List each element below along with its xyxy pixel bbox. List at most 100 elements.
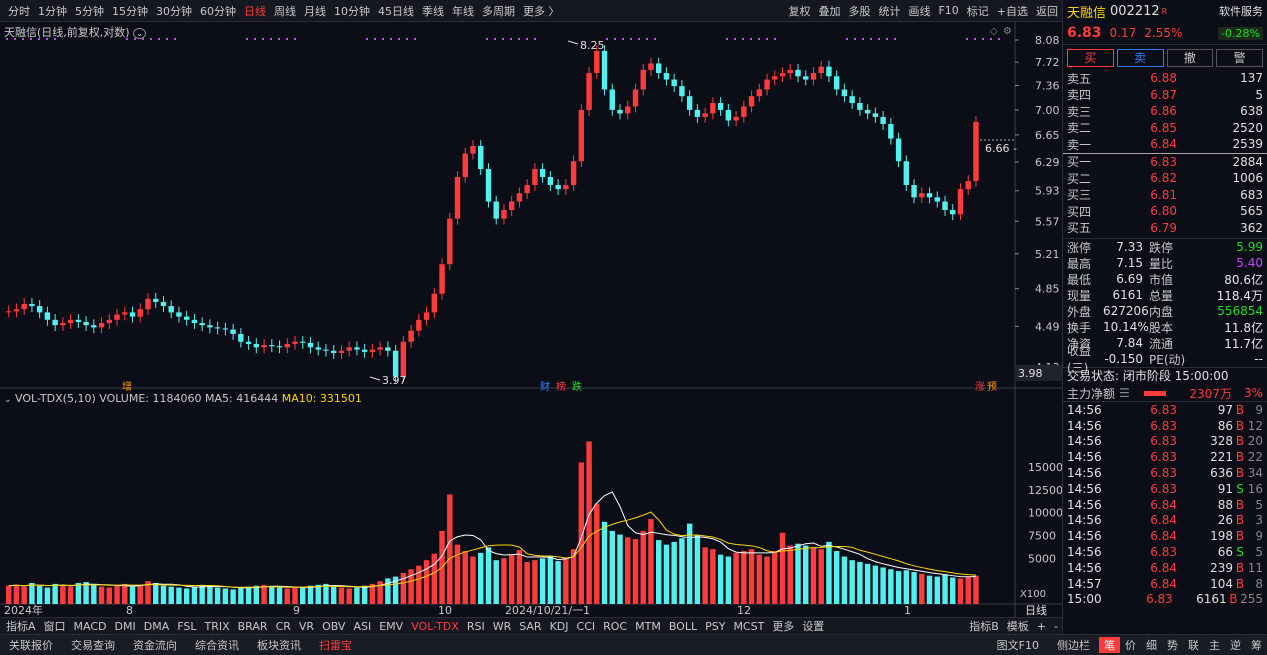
period-tab-5[interactable]: 60分钟 <box>200 4 236 18</box>
tick-count: 5 <box>1255 497 1263 512</box>
toolbar-right-2[interactable]: 多股 <box>848 4 871 18</box>
indicator-tab-5[interactable]: FSL <box>177 619 197 633</box>
indicator-tab-2[interactable]: MACD <box>73 619 107 633</box>
bottom-right-1[interactable]: 侧边栏 <box>1057 639 1090 652</box>
indicator-tab-20[interactable]: MTM <box>635 619 661 633</box>
period-tab-12[interactable]: 年线 <box>452 4 474 18</box>
toolbar-right-8[interactable]: 返回 <box>1036 4 1058 18</box>
period-tab-4[interactable]: 30分钟 <box>156 4 192 18</box>
toolbar-right-7[interactable]: +自选 <box>996 4 1028 18</box>
indicator-right-2[interactable]: + <box>1036 619 1047 633</box>
volume-bar <box>408 569 414 604</box>
period-tab-13[interactable]: 多周期 <box>482 4 515 18</box>
chevron-down-icon[interactable]: ⌄ <box>133 28 146 39</box>
quote.bids-volume: 1006 <box>1232 171 1263 186</box>
quick-tab-7[interactable]: 筹 <box>1251 639 1262 652</box>
period-tab-0[interactable]: 分时 <box>8 4 30 18</box>
indicator-tab-6[interactable]: TRIX <box>204 619 230 633</box>
chart-canvas[interactable]: 8.08 7.72 7.36 7.00 6.65 6.29 5.93 5.57 5.21 4.85… <box>0 22 1062 617</box>
alert-button[interactable]: 警 <box>1216 49 1263 67</box>
indicator-tab-3[interactable]: DMI <box>114 619 136 633</box>
period-tab-9[interactable]: 10分钟 <box>334 4 370 18</box>
indicator-tab-10[interactable]: OBV <box>322 619 346 633</box>
cancel-button[interactable]: 撤 <box>1166 49 1214 67</box>
volume-bar <box>926 575 933 604</box>
tick-list[interactable]: 14:56 6.83 97 B 9 14:56 6.83 86 B 12 14:56 6.83 328 B… <box>1063 402 1267 607</box>
candle-body <box>625 106 631 114</box>
indicator-tab-17[interactable]: KDJ <box>549 619 569 633</box>
toolbar-right-6[interactable]: 标记 <box>966 4 989 18</box>
indicator-tab-19[interactable]: ROC <box>603 619 628 633</box>
flow-menu-icon[interactable]: ☰ <box>1119 386 1130 400</box>
indicator-tab-18[interactable]: CCI <box>576 619 596 633</box>
indicator-tab-21[interactable]: BOLL <box>668 619 698 633</box>
bottom-tab-0[interactable]: 关联报价 <box>9 639 53 652</box>
price-tick-label: 5.21 <box>1035 248 1060 261</box>
bottom-tab-5[interactable]: 扫雷宝 <box>319 639 352 652</box>
kline-chart[interactable]: 8.08 7.72 7.36 7.00 6.65 6.29 5.93 5.57 5.21 4.85… <box>0 22 1062 617</box>
quick-tab-5[interactable]: 主 <box>1209 639 1220 652</box>
quick-tab-6[interactable]: 逆 <box>1230 639 1241 652</box>
indicator-right-3[interactable]: - <box>1054 619 1058 633</box>
period-tab-6[interactable]: 日线 <box>244 4 266 18</box>
bottom-right-0[interactable]: 图文F10 <box>996 639 1039 652</box>
buy-button[interactable]: 买 <box>1067 49 1114 67</box>
stat-value: 7.84 <box>1116 336 1143 350</box>
bottom-tab-3[interactable]: 综合资讯 <box>195 639 239 652</box>
indicator-tab-24[interactable]: 更多 <box>772 620 795 633</box>
period-tab-11[interactable]: 季线 <box>422 4 444 18</box>
toolbar-right-4[interactable]: 画线 <box>908 4 931 18</box>
period-tab-2[interactable]: 5分钟 <box>75 4 104 18</box>
volume-bar <box>423 560 430 604</box>
indicator-tab-25[interactable]: 设置 <box>802 620 825 633</box>
period-tab-7[interactable]: 周线 <box>274 4 296 18</box>
indicator-tab-13[interactable]: VOL-TDX <box>411 619 459 633</box>
period-tab-14[interactable]: 更多 〉 <box>523 4 560 18</box>
quick-tab-2[interactable]: 细 <box>1146 639 1157 652</box>
stat-row-3: 现量 6161 总量 118.4万 <box>1063 287 1267 303</box>
quick-tab-4[interactable]: 联 <box>1188 639 1199 652</box>
period-tab-3[interactable]: 15分钟 <box>112 4 148 18</box>
indicator-tab-15[interactable]: WR <box>492 619 512 633</box>
flow-bar <box>1143 390 1166 396</box>
indicator-tab-23[interactable]: MCST <box>733 619 765 633</box>
signal-dot <box>606 38 608 40</box>
indicator-tab-12[interactable]: EMV <box>379 619 404 633</box>
indicator-tab-14[interactable]: RSI <box>466 619 485 633</box>
bottom-tab-2[interactable]: 资金流向 <box>133 639 177 652</box>
toolbar-right-3[interactable]: 统计 <box>878 4 901 18</box>
indicator-tab-22[interactable]: PSY <box>705 619 726 633</box>
quick-tab-1[interactable]: 价 <box>1125 639 1136 652</box>
sell-button[interactable]: 卖 <box>1116 49 1164 67</box>
quick-tab-0[interactable]: 笔 <box>1099 637 1120 653</box>
indicator-tab-11[interactable]: ASI <box>353 619 372 633</box>
sector-name[interactable]: 软件服务 <box>1219 5 1263 18</box>
period-tab-8[interactable]: 月线 <box>304 4 326 18</box>
indicator-tab-7[interactable]: BRAR <box>237 619 268 633</box>
quick-tab-3[interactable]: 势 <box>1167 639 1178 652</box>
indicator-tab-9[interactable]: VR <box>298 619 315 633</box>
low-price-marker: 3.97 <box>382 374 407 387</box>
signal-dot <box>286 38 288 40</box>
toolbar-right-5[interactable]: F10 <box>938 4 959 17</box>
volume-bar <box>748 549 755 604</box>
candle-body <box>60 323 66 326</box>
indicator-right-1[interactable]: 模板 <box>1006 620 1029 633</box>
vol-dropdown-icon[interactable]: ⌄ <box>4 395 12 405</box>
volume-bar <box>199 584 205 604</box>
period-tab-10[interactable]: 45日线 <box>378 4 414 18</box>
period-tab-1[interactable]: 1分钟 <box>38 4 67 18</box>
toolbar-right-1[interactable]: 叠加 <box>818 4 841 18</box>
bottom-tab-4[interactable]: 板块资讯 <box>257 639 301 652</box>
bottom-tab-1[interactable]: 交易查询 <box>71 639 115 652</box>
indicator-tab-8[interactable]: CR <box>275 619 291 633</box>
volume-bar <box>934 576 940 604</box>
indicator-tab-0[interactable]: 指标A <box>6 620 36 633</box>
indicator-tab-16[interactable]: SAR <box>519 619 542 633</box>
toolbar-right-0[interactable]: 复权 <box>788 4 811 18</box>
price-tick-label: 6.29 <box>1035 156 1060 169</box>
candle-body <box>245 341 252 344</box>
indicator-tab-1[interactable]: 窗口 <box>43 620 66 633</box>
indicator-right-0[interactable]: 指标B <box>969 620 999 633</box>
indicator-tab-4[interactable]: DMA <box>143 619 170 633</box>
